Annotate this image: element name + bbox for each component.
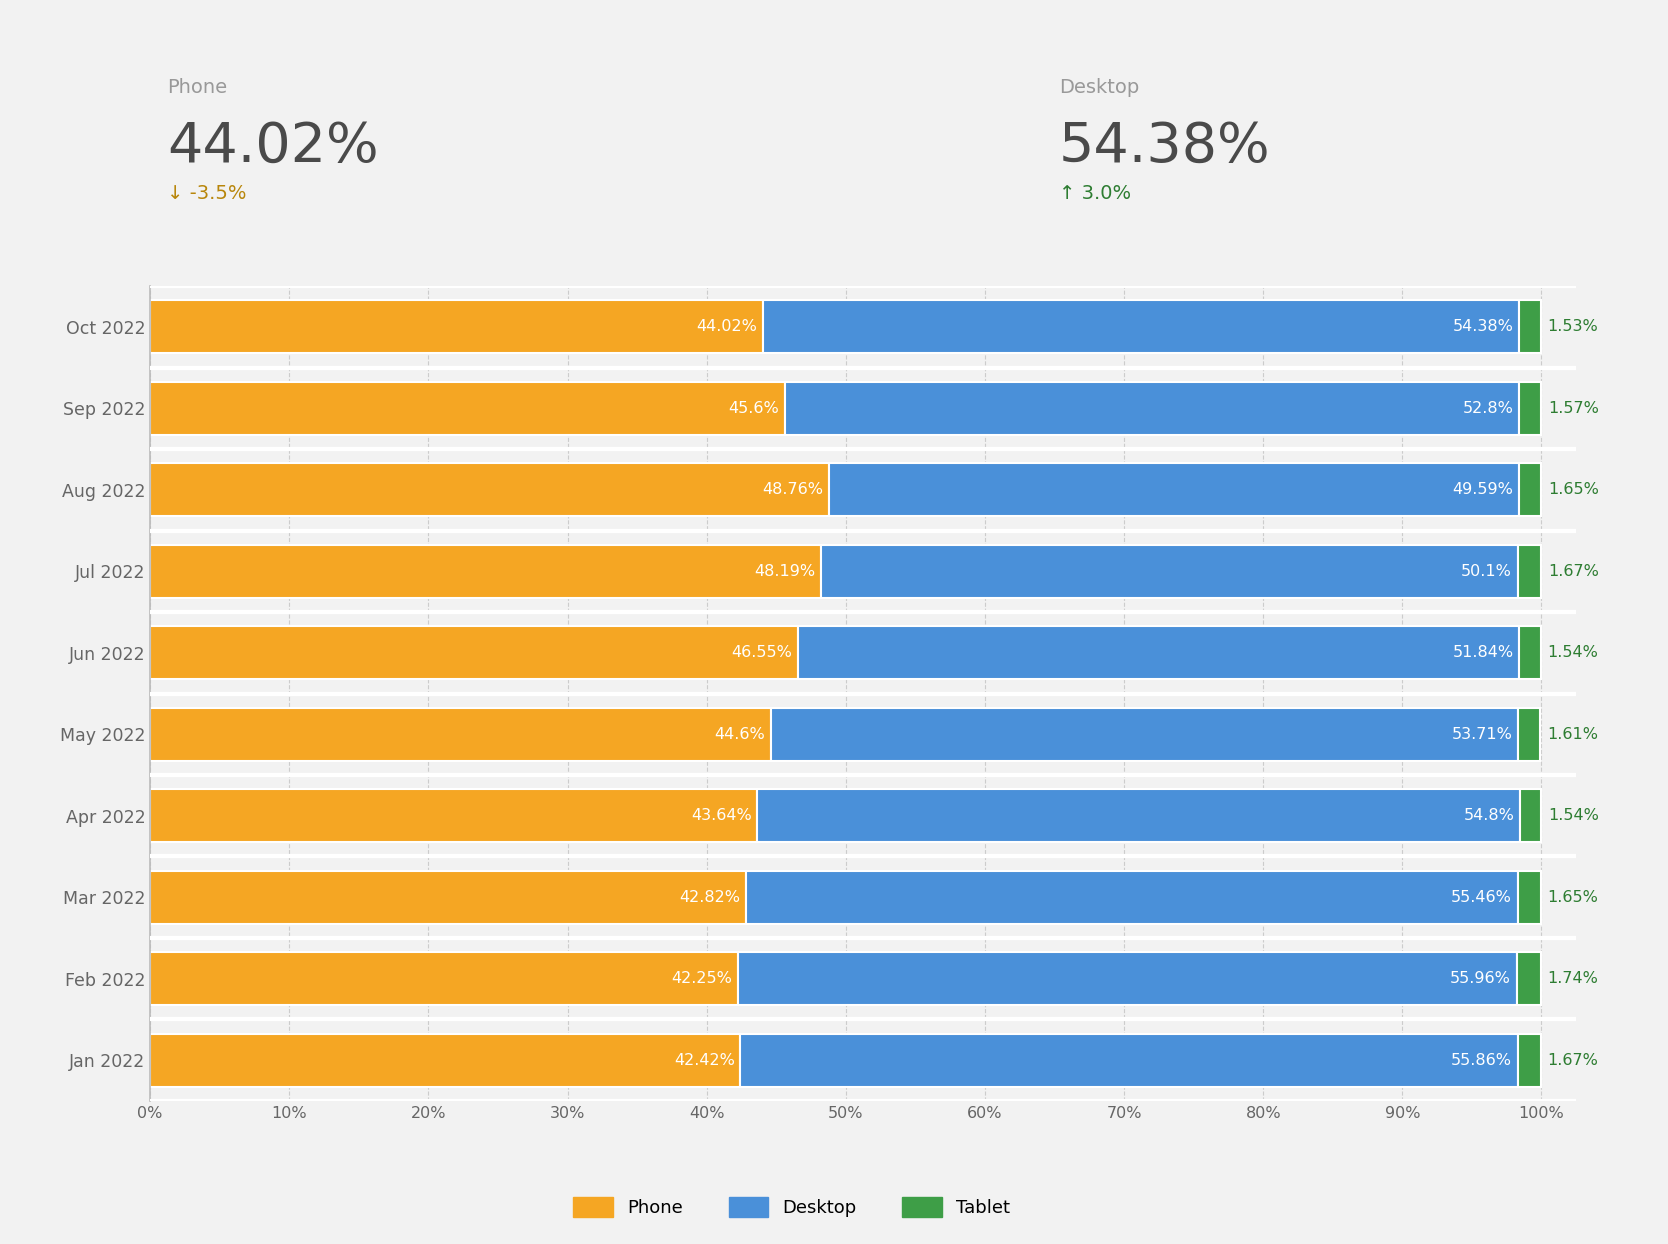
Text: 1.61%: 1.61% xyxy=(1548,726,1598,741)
Text: 50.1%: 50.1% xyxy=(1461,564,1513,578)
Text: 1.67%: 1.67% xyxy=(1548,1052,1598,1067)
Bar xyxy=(737,952,1516,1005)
Text: 55.96%: 55.96% xyxy=(1449,972,1511,986)
Text: 1.67%: 1.67% xyxy=(1548,564,1598,578)
Bar xyxy=(1520,789,1541,842)
Text: 42.42%: 42.42% xyxy=(674,1052,736,1067)
Text: ↑ 3.0%: ↑ 3.0% xyxy=(1059,184,1131,203)
Text: Desktop: Desktop xyxy=(1059,78,1139,97)
Bar xyxy=(1520,300,1541,353)
Text: 54.8%: 54.8% xyxy=(1463,809,1515,824)
Bar xyxy=(150,1034,741,1087)
Bar xyxy=(784,382,1520,435)
Text: 43.64%: 43.64% xyxy=(691,809,752,824)
Text: 55.46%: 55.46% xyxy=(1451,889,1511,904)
Bar xyxy=(1518,871,1541,924)
Bar xyxy=(797,626,1520,679)
Bar xyxy=(150,545,821,598)
Bar xyxy=(1518,708,1540,761)
Text: 45.6%: 45.6% xyxy=(729,401,779,415)
Bar xyxy=(741,1034,1518,1087)
Text: 1.65%: 1.65% xyxy=(1548,483,1600,498)
Bar xyxy=(771,708,1518,761)
Text: 54.38%: 54.38% xyxy=(1453,320,1513,335)
Bar xyxy=(1516,952,1541,1005)
Bar xyxy=(1520,626,1541,679)
Text: 53.71%: 53.71% xyxy=(1451,726,1513,741)
Bar xyxy=(150,871,746,924)
Text: 44.02%: 44.02% xyxy=(167,119,379,174)
Text: 44.6%: 44.6% xyxy=(714,726,766,741)
Text: Phone: Phone xyxy=(167,78,227,97)
Text: 48.19%: 48.19% xyxy=(754,564,816,578)
Text: 44.02%: 44.02% xyxy=(696,320,757,335)
Bar xyxy=(150,708,771,761)
Bar xyxy=(150,789,757,842)
Bar xyxy=(821,545,1518,598)
Bar xyxy=(1518,545,1541,598)
Bar xyxy=(1520,382,1541,435)
Text: 55.86%: 55.86% xyxy=(1451,1052,1511,1067)
Text: 1.53%: 1.53% xyxy=(1548,320,1598,335)
Text: 42.82%: 42.82% xyxy=(679,889,741,904)
Bar xyxy=(150,382,784,435)
Text: 54.38%: 54.38% xyxy=(1059,119,1271,174)
Legend: Phone, Desktop, Tablet: Phone, Desktop, Tablet xyxy=(564,1188,1019,1227)
Bar xyxy=(757,789,1520,842)
Text: 1.74%: 1.74% xyxy=(1548,972,1598,986)
Bar xyxy=(1518,1034,1541,1087)
Text: 51.84%: 51.84% xyxy=(1453,646,1513,661)
Bar xyxy=(762,300,1520,353)
Text: 1.65%: 1.65% xyxy=(1548,889,1598,904)
Text: 42.25%: 42.25% xyxy=(672,972,732,986)
Bar xyxy=(150,952,737,1005)
Text: 49.59%: 49.59% xyxy=(1453,483,1513,498)
Bar xyxy=(829,463,1518,516)
Text: 1.54%: 1.54% xyxy=(1548,646,1598,661)
Bar xyxy=(746,871,1518,924)
Text: 46.55%: 46.55% xyxy=(731,646,792,661)
Bar xyxy=(150,300,762,353)
Bar xyxy=(1518,463,1541,516)
Bar xyxy=(150,463,829,516)
Text: 52.8%: 52.8% xyxy=(1463,401,1513,415)
Bar xyxy=(150,626,797,679)
Text: ↓ -3.5%: ↓ -3.5% xyxy=(167,184,247,203)
Text: 48.76%: 48.76% xyxy=(762,483,822,498)
Text: 1.54%: 1.54% xyxy=(1548,809,1600,824)
Text: 1.57%: 1.57% xyxy=(1548,401,1600,415)
